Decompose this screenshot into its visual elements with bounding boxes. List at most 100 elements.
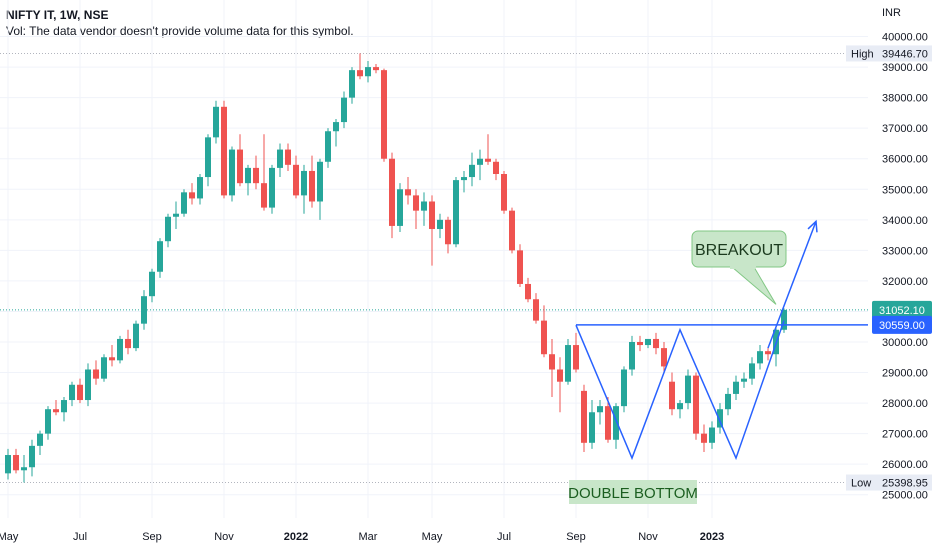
symbol-title[interactable]: NIFTY IT, 1W, NSE: [6, 8, 109, 22]
candle-body[interactable]: [741, 378, 747, 382]
candle-body[interactable]: [309, 170, 315, 202]
candle-body[interactable]: [493, 161, 499, 174]
candle-body[interactable]: [717, 409, 723, 428]
candle-body[interactable]: [749, 363, 755, 379]
candle-body[interactable]: [397, 189, 403, 226]
candle-body[interactable]: [469, 164, 475, 178]
candle-body[interactable]: [357, 70, 363, 77]
candle-body[interactable]: [389, 158, 395, 226]
candle-body[interactable]: [77, 384, 83, 401]
candle-body[interactable]: [517, 250, 523, 284]
candle-body[interactable]: [597, 406, 603, 413]
candle-body[interactable]: [645, 338, 651, 346]
candle-body[interactable]: [661, 348, 667, 367]
candle-body[interactable]: [565, 345, 571, 382]
candle-body[interactable]: [413, 195, 419, 211]
candle-body[interactable]: [301, 170, 307, 196]
candle-body[interactable]: [37, 433, 43, 446]
candle-body[interactable]: [621, 369, 627, 407]
candle-body[interactable]: [21, 467, 27, 471]
candle-body[interactable]: [269, 167, 275, 208]
candle-body[interactable]: [437, 219, 443, 229]
candle-body[interactable]: [189, 192, 195, 199]
candle-body[interactable]: [165, 216, 171, 242]
candle-body[interactable]: [13, 455, 19, 471]
candle-body[interactable]: [317, 161, 323, 202]
candle-body[interactable]: [173, 213, 179, 217]
candle-body[interactable]: [29, 445, 35, 468]
candle-body[interactable]: [157, 241, 163, 272]
candle-body[interactable]: [429, 201, 435, 229]
candle-body[interactable]: [117, 338, 123, 361]
candle-body[interactable]: [461, 177, 467, 181]
candle-body[interactable]: [93, 369, 99, 379]
candle-body[interactable]: [85, 369, 91, 401]
candle-body[interactable]: [365, 67, 371, 77]
candle-body[interactable]: [285, 149, 291, 165]
double-bottom-box[interactable]: [569, 480, 697, 504]
candle-body[interactable]: [181, 192, 187, 214]
candle-body[interactable]: [421, 201, 427, 211]
candle-body[interactable]: [613, 406, 619, 440]
candle-body[interactable]: [197, 177, 203, 199]
candle-body[interactable]: [573, 345, 579, 370]
candle-body[interactable]: [445, 219, 451, 245]
candle-body[interactable]: [549, 354, 555, 370]
candle-body[interactable]: [141, 296, 147, 324]
candle-body[interactable]: [133, 323, 139, 349]
candle-body[interactable]: [53, 409, 59, 413]
candle-body[interactable]: [757, 351, 763, 364]
candle-body[interactable]: [261, 183, 267, 208]
candle-body[interactable]: [485, 158, 491, 162]
candle-body[interactable]: [229, 149, 235, 196]
candle-body[interactable]: [685, 375, 691, 404]
candle-body[interactable]: [245, 167, 251, 184]
candle-body[interactable]: [69, 384, 75, 401]
candle-body[interactable]: [349, 70, 355, 98]
candle-body[interactable]: [45, 409, 51, 434]
candle-body[interactable]: [373, 67, 379, 71]
candle-body[interactable]: [581, 390, 587, 443]
candle-body[interactable]: [557, 369, 563, 382]
candle-body[interactable]: [405, 189, 411, 196]
candle-body[interactable]: [277, 149, 283, 168]
candle-body[interactable]: [341, 97, 347, 123]
candle-body[interactable]: [525, 283, 531, 300]
candle-body[interactable]: [125, 338, 131, 349]
candle-body[interactable]: [213, 106, 219, 138]
candle-body[interactable]: [237, 149, 243, 184]
candle-body[interactable]: [221, 106, 227, 196]
candle-body[interactable]: [725, 393, 731, 410]
candle-body[interactable]: [61, 400, 67, 413]
candle-body[interactable]: [733, 381, 739, 394]
double-bottom-pattern[interactable]: [575, 320, 785, 461]
candle-body[interactable]: [677, 403, 683, 410]
candle-body[interactable]: [333, 122, 339, 132]
candle-body[interactable]: [149, 271, 155, 297]
candle-body[interactable]: [533, 299, 539, 321]
candle-body[interactable]: [541, 320, 547, 355]
candle-body[interactable]: [253, 167, 259, 184]
candle-body[interactable]: [509, 210, 515, 251]
candle-body[interactable]: [5, 455, 11, 474]
candle-body[interactable]: [709, 427, 715, 443]
candle-body[interactable]: [205, 137, 211, 178]
candle-body[interactable]: [781, 309, 787, 330]
candle-body[interactable]: [765, 351, 771, 355]
candle-body[interactable]: [629, 342, 635, 370]
candle-body[interactable]: [453, 180, 459, 245]
candle-body[interactable]: [381, 70, 387, 159]
projection-arrow[interactable]: [767, 221, 817, 349]
candle-body[interactable]: [501, 174, 507, 211]
candle-body[interactable]: [669, 381, 675, 410]
candle-body[interactable]: [589, 412, 595, 443]
candle-body[interactable]: [637, 342, 643, 346]
candle-body[interactable]: [477, 158, 483, 165]
candle-body[interactable]: [293, 164, 299, 196]
candle-body[interactable]: [653, 338, 659, 349]
candle-body[interactable]: [693, 375, 699, 434]
candle-body[interactable]: [325, 131, 331, 162]
candle-body[interactable]: [101, 357, 107, 379]
candle-body[interactable]: [605, 406, 611, 440]
